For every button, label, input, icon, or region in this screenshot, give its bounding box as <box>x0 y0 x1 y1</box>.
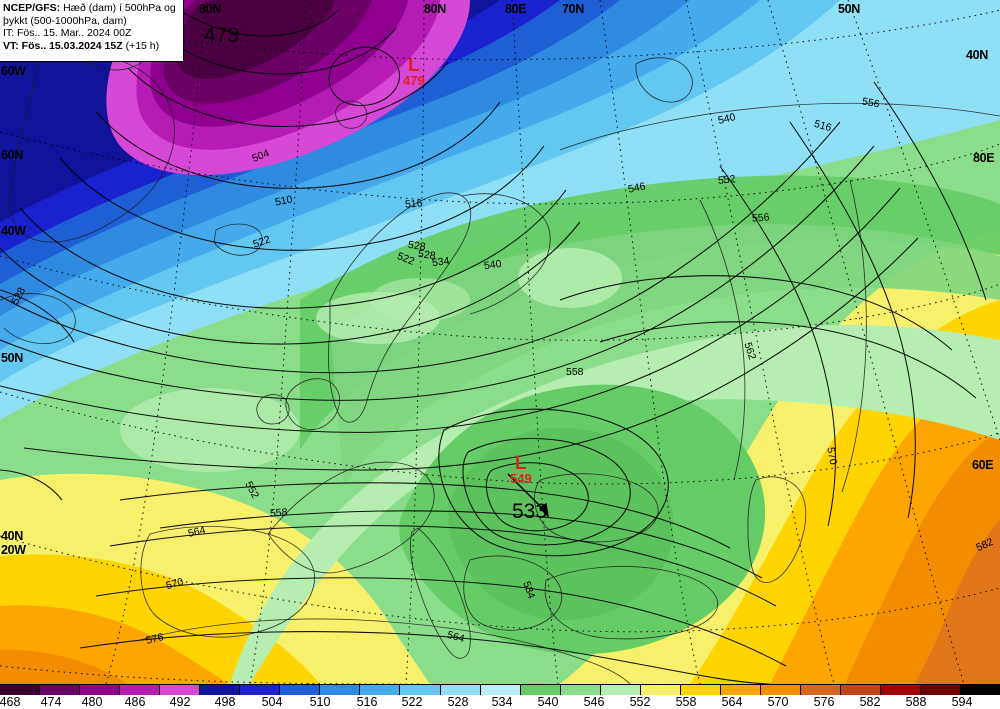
legend-swatch-6[interactable] <box>240 685 281 695</box>
model-variable: Hæð (dam) í 500hPa og <box>60 2 176 14</box>
forecast-hour: (+15 h) <box>122 39 160 52</box>
contour-label-516: 516 <box>404 197 423 211</box>
legend-swatch-15[interactable] <box>600 685 641 695</box>
height-contours <box>0 9 987 684</box>
legend-swatch-24[interactable] <box>961 685 1000 695</box>
legend-swatch-11[interactable] <box>440 685 481 695</box>
legend-tick-504: 504 <box>261 695 283 709</box>
contour-label-540: 540 <box>483 257 503 273</box>
map-svg <box>0 0 1000 684</box>
graticule-label-80n: 80N <box>424 2 447 16</box>
legend-swatch-8[interactable] <box>320 685 361 695</box>
legend-tick-570: 570 <box>767 695 789 709</box>
graticule-label-60n: 60N <box>1 148 24 162</box>
low-center-letter: L <box>515 453 527 474</box>
graticule-label-60e: 60E <box>972 458 994 472</box>
graticule-label-80n: 80N <box>199 2 222 16</box>
legend-tick-576: 576 <box>813 695 835 709</box>
legend-tick-516: 516 <box>356 695 378 709</box>
contour-label-556: 556 <box>751 211 770 225</box>
legend-swatch-2[interactable] <box>80 685 121 695</box>
spot-value-473: 473 <box>204 24 240 47</box>
graticule-label-50n: 50N <box>1 351 24 365</box>
legend-tick-534: 534 <box>491 695 513 709</box>
legend-swatch-14[interactable] <box>560 685 601 695</box>
legend-tick-522: 522 <box>401 695 423 709</box>
weather-map-canvas[interactable]: 80N 80N 80E 70N 50N 60W 40N 80E 60N 40W 50N 60E 40N 2… <box>0 0 1000 684</box>
legend-swatch-21[interactable] <box>840 685 882 695</box>
legend-swatch-22[interactable] <box>881 685 922 695</box>
legend-tick-582: 582 <box>859 695 881 709</box>
low-center-value: 549 <box>510 471 532 486</box>
legend-tick-498: 498 <box>214 695 236 709</box>
coastlines <box>0 12 1000 684</box>
valid-time-line: VT: Fös.. 15.03.2024 15Z (+15 h) <box>3 40 180 53</box>
variable-line-2: þykkt (500-1000hPa, dam) <box>3 14 127 27</box>
graticule-label-50n: 50N <box>838 2 861 16</box>
contour-label-558: 558 <box>269 506 288 520</box>
legend-tick-486: 486 <box>124 695 146 709</box>
spot-value-533: 533 <box>512 500 548 523</box>
legend-tick-labels: 468 474 480 486 492 498 504 510 516 522 528 534 540 5… <box>0 695 1000 709</box>
legend-swatch-12[interactable] <box>480 685 521 695</box>
legend-tick-468: 468 <box>0 695 21 709</box>
legend-swatch-1[interactable] <box>40 685 81 695</box>
model-label: NCEP/GFS: <box>3 2 61 14</box>
legend-tick-510: 510 <box>309 695 331 709</box>
legend-tick-528: 528 <box>447 695 469 709</box>
init-time-line: IT: Fös.. 15. Mar.. 2024 00Z <box>3 27 132 40</box>
legend-tick-480: 480 <box>81 695 103 709</box>
color-legend[interactable]: 468 474 480 486 492 498 504 510 516 522 528 534 540 5… <box>0 684 1000 709</box>
valid-time-label: VT: Fös.. 15.03.2024 15Z <box>3 39 123 52</box>
contour-label-552: 552 <box>717 173 737 187</box>
contour-label-534: 534 <box>431 254 451 270</box>
graticule-label-20w: 20W <box>1 543 26 557</box>
legend-tick-474: 474 <box>40 695 62 709</box>
legend-swatch-13[interactable] <box>520 685 561 695</box>
contour-label-558: 558 <box>566 366 584 378</box>
legend-swatch-20[interactable] <box>800 685 841 695</box>
legend-tick-492: 492 <box>169 695 191 709</box>
graticule-label-40n: 40N <box>966 48 989 62</box>
graticule <box>0 0 1000 684</box>
model-line: NCEP/GFS: Hæð (dam) í 500hPa og <box>3 2 180 15</box>
graticule-label-40w: 40W <box>1 224 26 238</box>
legend-tick-546: 546 <box>583 695 605 709</box>
legend-swatch-23[interactable] <box>921 685 962 695</box>
graticule-label-60w: 60W <box>1 64 26 78</box>
legend-swatch-19[interactable] <box>760 685 801 695</box>
low-center-letter: L <box>408 55 420 76</box>
map-info-box: NCEP/GFS: Hæð (dam) í 500hPa og þykkt (5… <box>0 0 184 62</box>
legend-tick-552: 552 <box>629 695 651 709</box>
legend-tick-540: 540 <box>537 695 559 709</box>
graticule-label-80e: 80E <box>973 151 995 165</box>
value-leader-line <box>507 473 550 519</box>
legend-swatch-3[interactable] <box>120 685 161 695</box>
legend-swatch-18[interactable] <box>720 685 761 695</box>
low-pressure-center: L 479 <box>403 55 425 88</box>
graticule-label-70n: 70N <box>562 2 585 16</box>
legend-tick-588: 588 <box>905 695 927 709</box>
legend-tick-564: 564 <box>721 695 743 709</box>
legend-swatch-7[interactable] <box>280 685 321 695</box>
graticule-label-80e: 80E <box>505 2 527 16</box>
low-pressure-center: L 549 <box>510 453 532 486</box>
legend-swatch-4[interactable] <box>160 685 201 695</box>
legend-swatch-17[interactable] <box>680 685 721 695</box>
legend-tick-558: 558 <box>675 695 697 709</box>
legend-swatch-0[interactable] <box>0 685 41 695</box>
legend-swatch-9[interactable] <box>360 685 401 695</box>
legend-swatch-5[interactable] <box>200 685 241 695</box>
graticule-label-40n: 40N <box>1 529 24 543</box>
legend-color-bar[interactable] <box>0 684 1000 695</box>
legend-swatch-16[interactable] <box>640 685 681 695</box>
low-center-value: 479 <box>403 73 425 88</box>
legend-swatch-10[interactable] <box>400 685 441 695</box>
legend-tick-594: 594 <box>951 695 973 709</box>
